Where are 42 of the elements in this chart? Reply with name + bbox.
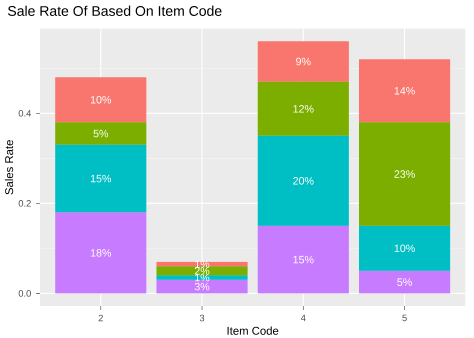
x-axis-title: Item Code <box>228 326 278 335</box>
x-tick-label: 4 <box>300 314 306 322</box>
data-label: 10% <box>394 244 415 252</box>
y-tick-label: 0.0 <box>18 290 31 297</box>
data-label: 5% <box>397 278 412 286</box>
bar <box>359 122 450 226</box>
data-label: 3% <box>194 282 210 290</box>
data-label: 15% <box>90 174 112 182</box>
bar <box>258 136 349 226</box>
x-tick-label: 3 <box>200 314 204 322</box>
data-label: 12% <box>293 105 314 113</box>
bar <box>359 270 450 294</box>
bar <box>359 226 450 271</box>
bar <box>55 144 146 212</box>
chart-title: Sale Rate Of Based On Item Code <box>8 6 222 16</box>
data-label: 20% <box>293 177 314 185</box>
bar <box>55 77 146 122</box>
data-label: 1% <box>195 274 210 282</box>
x-tick-label: 2 <box>98 314 103 322</box>
y-tick-label: 0.2 <box>18 200 31 207</box>
data-label: 18% <box>90 249 112 257</box>
data-label: 1% <box>195 260 210 268</box>
data-label: 23% <box>394 170 415 178</box>
data-label: 2% <box>194 267 210 275</box>
x-tick-label: 5 <box>402 314 407 322</box>
data-label: 9% <box>296 58 311 66</box>
bar <box>156 266 248 276</box>
data-label: 15% <box>293 256 314 264</box>
data-label: 10% <box>90 96 112 104</box>
y-tick-label: 0.4 <box>18 110 32 117</box>
bar <box>156 280 248 294</box>
bar <box>359 59 450 122</box>
data-label: 14% <box>394 87 415 95</box>
bar <box>156 275 248 280</box>
bar <box>258 82 349 136</box>
bar <box>258 41 349 82</box>
bar <box>156 262 248 266</box>
y-axis-title: Sales Rate <box>4 140 14 195</box>
bar <box>55 122 146 145</box>
bar <box>258 226 349 294</box>
data-label: 5% <box>93 130 108 138</box>
bar <box>55 212 146 294</box>
